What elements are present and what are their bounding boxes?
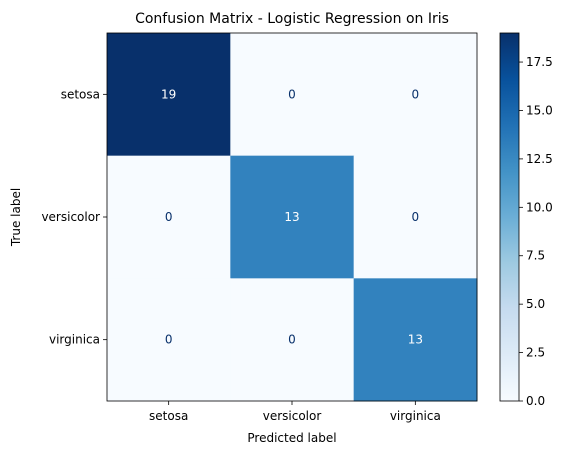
cell-value-label: 0 bbox=[412, 87, 420, 101]
cell-value-label: 13 bbox=[284, 210, 299, 224]
colorbar bbox=[499, 32, 520, 402]
x-tick-label: versicolor bbox=[263, 409, 322, 423]
colorbar-tick-label: 0.0 bbox=[526, 394, 545, 408]
colorbar-tick-label: 10.0 bbox=[526, 200, 553, 214]
x-axis-label: Predicted label bbox=[247, 431, 336, 445]
heatmap-cell bbox=[353, 33, 478, 157]
heatmap-cell bbox=[230, 155, 355, 279]
heatmap-cells bbox=[107, 33, 478, 402]
y-tick-label: setosa bbox=[61, 87, 100, 101]
cell-value-label: 0 bbox=[288, 87, 296, 101]
colorbar-tick-label: 2.5 bbox=[526, 346, 545, 360]
colorbar-tick-label: 7.5 bbox=[526, 249, 545, 263]
heatmap-cell bbox=[107, 33, 231, 157]
heatmap-cell bbox=[107, 278, 231, 402]
y-tick-label: versicolor bbox=[41, 210, 100, 224]
x-axis-ticks: setosa versicolor virginica bbox=[149, 401, 441, 423]
y-axis-label: True label bbox=[9, 188, 23, 247]
cell-value-label: 19 bbox=[161, 87, 176, 101]
chart-title: Confusion Matrix - Logistic Regression o… bbox=[135, 11, 449, 27]
heatmap-cell-labels: 19 0 0 0 13 0 0 0 13 bbox=[161, 87, 423, 346]
heatmap-cell bbox=[230, 278, 355, 402]
colorbar-tick-label: 5.0 bbox=[526, 297, 545, 311]
heatmap-cell bbox=[353, 155, 478, 279]
x-tick-label: setosa bbox=[149, 409, 188, 423]
cell-value-label: 13 bbox=[408, 333, 423, 347]
cell-value-label: 0 bbox=[165, 333, 173, 347]
heatmap-cell bbox=[353, 278, 478, 402]
y-tick-label: virginica bbox=[49, 333, 100, 347]
y-axis-ticks: setosa versicolor virginica bbox=[41, 87, 107, 347]
cell-value-label: 0 bbox=[288, 333, 296, 347]
colorbar-ticks: 0.0 2.5 5.0 7.5 10.0 12.5 15.0 17.5 bbox=[519, 55, 553, 408]
colorbar-tick-label: 17.5 bbox=[526, 55, 553, 69]
colorbar-tick-label: 12.5 bbox=[526, 152, 553, 166]
cell-value-label: 0 bbox=[165, 210, 173, 224]
cell-value-label: 0 bbox=[412, 210, 420, 224]
heatmap-cell bbox=[107, 155, 231, 279]
x-tick-label: virginica bbox=[390, 409, 441, 423]
heatmap-cell bbox=[230, 33, 355, 157]
colorbar-tick-label: 15.0 bbox=[526, 103, 553, 117]
